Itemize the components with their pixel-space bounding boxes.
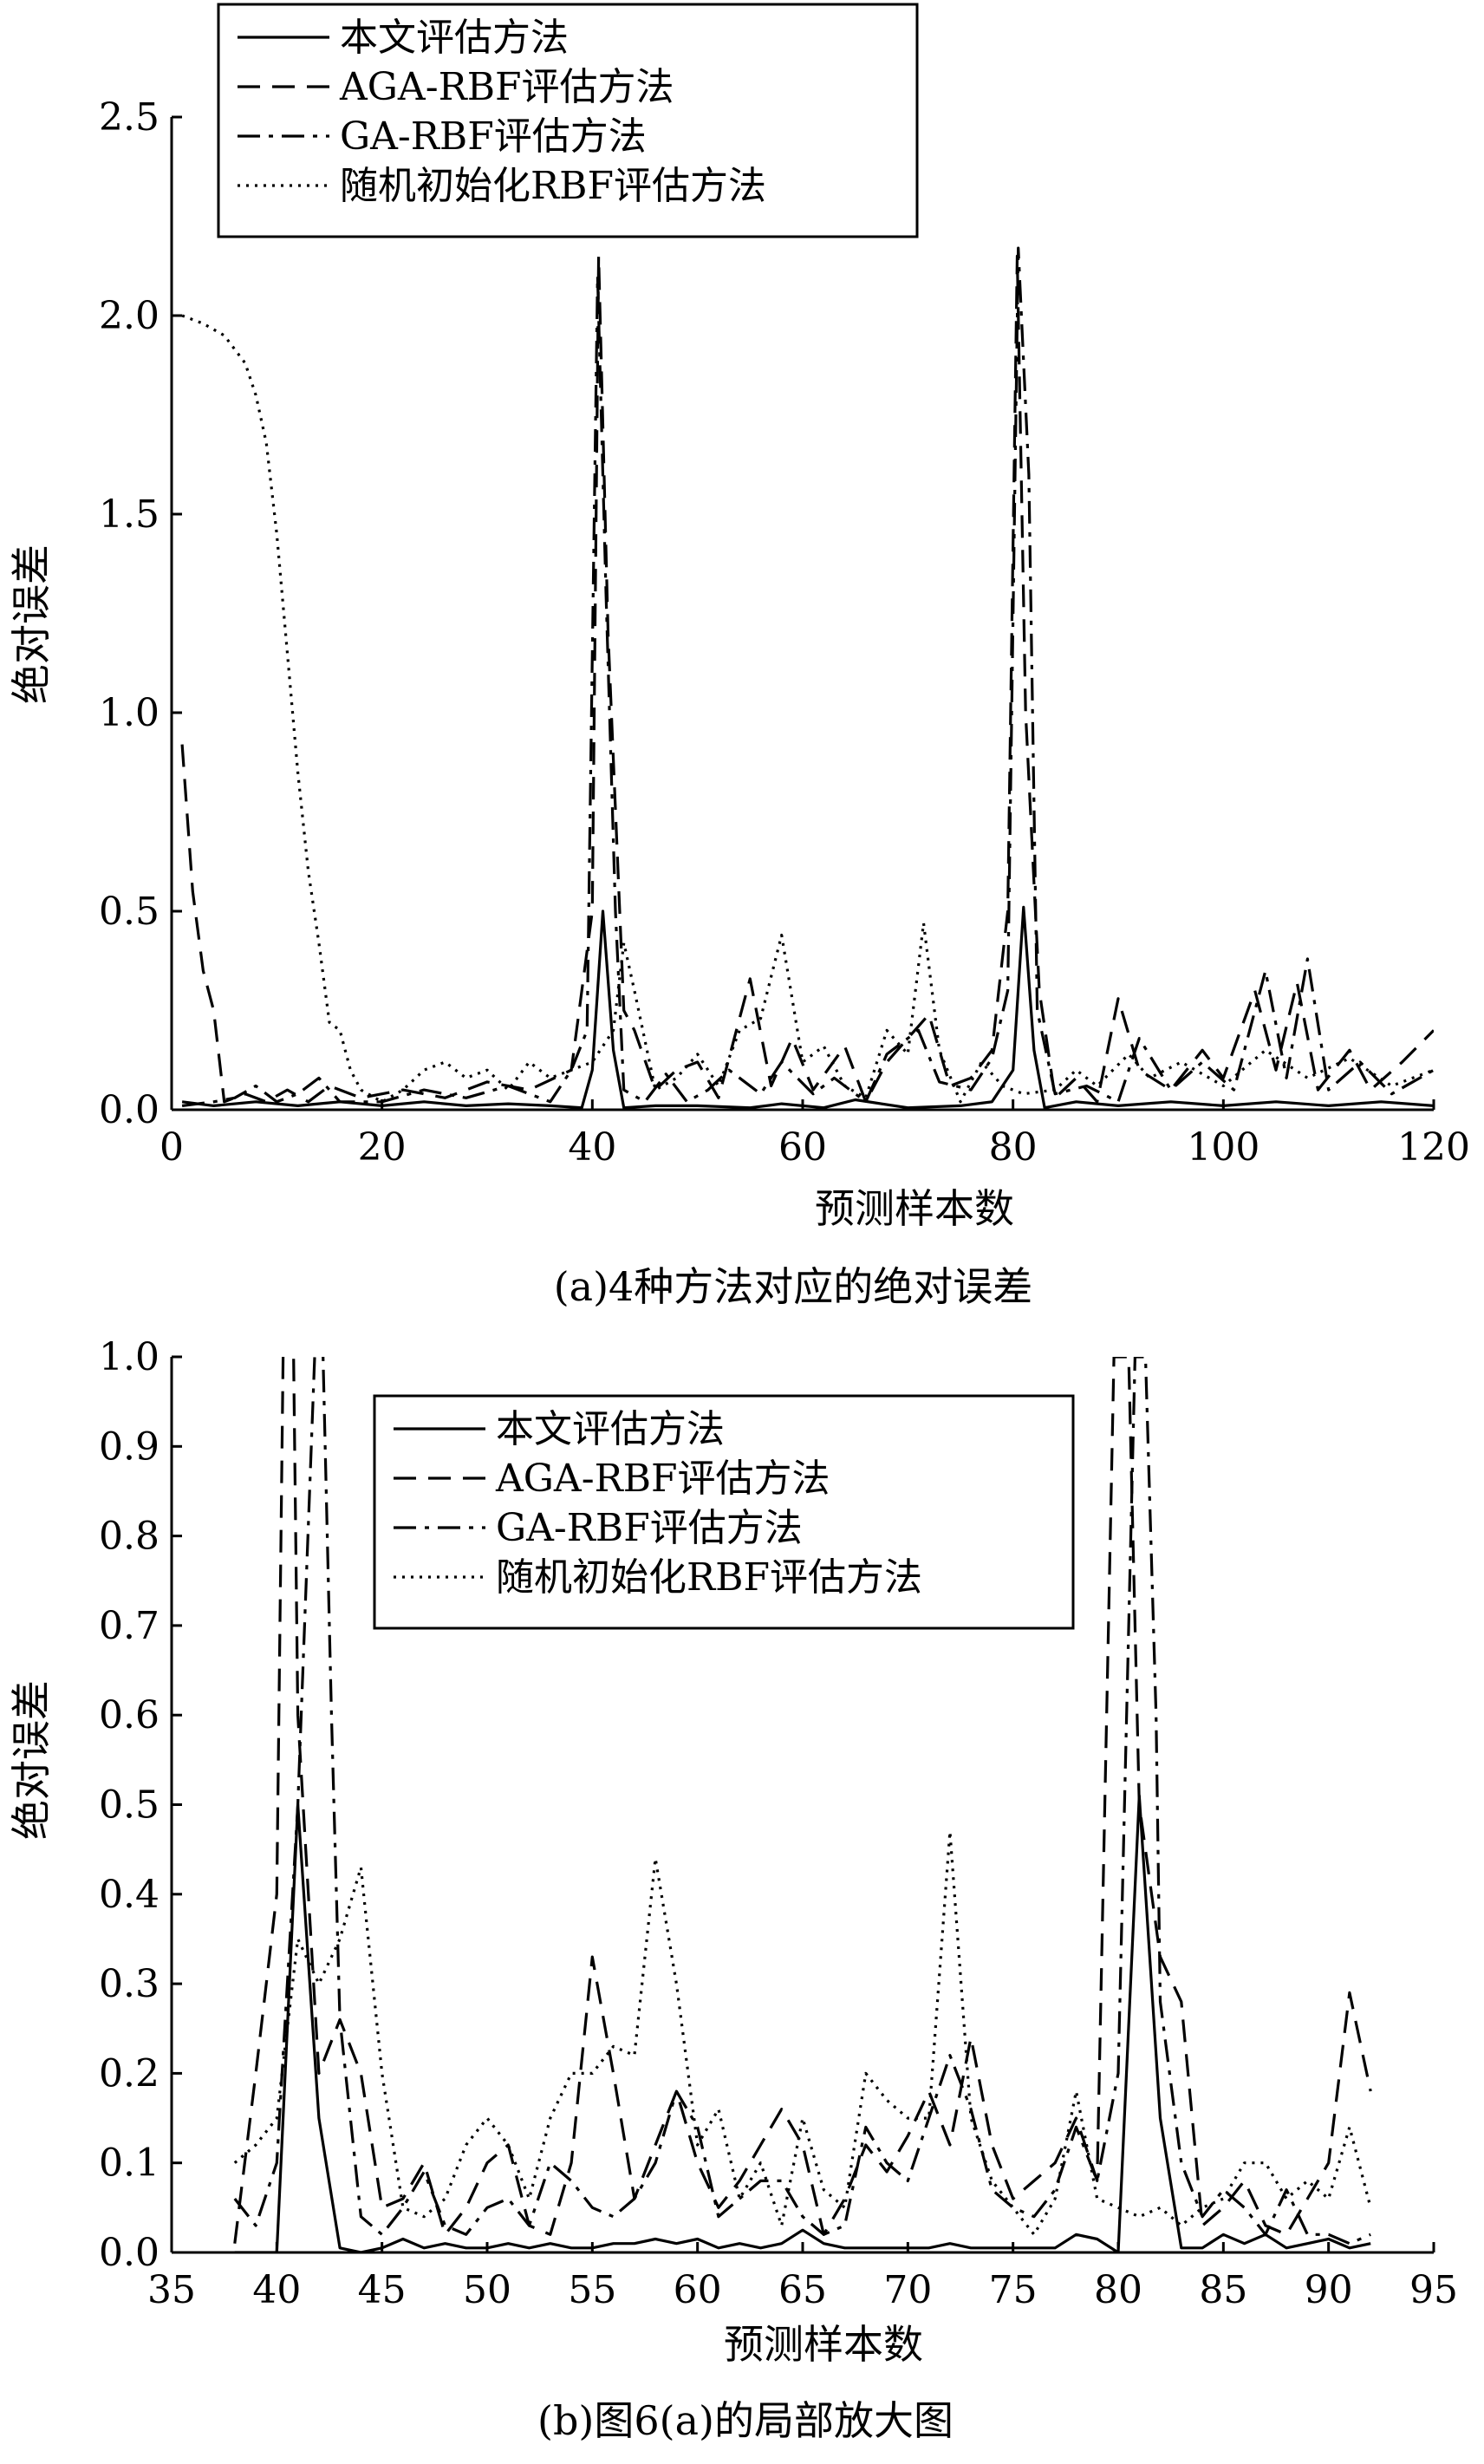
x-tick-label: 80 — [1094, 2268, 1142, 2312]
legend-label-2: AGA-RBF评估方法 — [495, 1457, 830, 1501]
caption-a: (a)4种方法对应的绝对误差 — [554, 1263, 1033, 1310]
x-tick-label: 100 — [1187, 1125, 1259, 1170]
series-line-3 — [233, 1357, 1371, 2246]
y-tick-label: 0.8 — [99, 1515, 159, 1559]
y-tick-label: 0.1 — [99, 2141, 159, 2186]
x-tick-label: 55 — [568, 2268, 616, 2312]
x-tick-label: 45 — [358, 2268, 407, 2312]
x-tick-label: 95 — [1409, 2268, 1458, 2312]
y-tick-label: 0.0 — [99, 1088, 159, 1132]
y-tick-label: 0.0 — [99, 2231, 159, 2275]
series-group — [233, 1357, 1372, 2252]
x-tick-label: 60 — [674, 2268, 722, 2312]
y-axis-title-b: 绝对误差 — [8, 1680, 55, 1840]
legend-box — [217, 3, 919, 238]
x-tick-label: 20 — [358, 1125, 407, 1170]
x-tick-label: 50 — [463, 2268, 511, 2312]
x-tick-label: 75 — [989, 2268, 1038, 2312]
y-axis-title-a: 绝对误差 — [8, 544, 55, 704]
legend-label-2: AGA-RBF评估方法 — [339, 65, 674, 109]
y-tick-label: 1.0 — [99, 691, 159, 735]
x-tick-label: 60 — [778, 1125, 827, 1170]
y-tick-label: 2.0 — [99, 294, 159, 338]
x-tick-label: 85 — [1199, 2268, 1247, 2312]
y-tick-label: 1.5 — [99, 492, 159, 537]
x-axis-title-a: 预测样本数 — [815, 1185, 1014, 1232]
y-tick-label: 0.3 — [99, 1962, 159, 2006]
legend-label-3: GA-RBF评估方法 — [496, 1506, 803, 1550]
series-line-1 — [234, 1794, 1371, 2252]
x-tick-label: 120 — [1397, 1125, 1470, 1170]
series-line-4 — [233, 1829, 1372, 2236]
x-tick-label: 0 — [159, 1125, 184, 1170]
caption-b: (b)图6(a)的局部放大图 — [537, 2397, 954, 2444]
y-tick-label: 0.4 — [99, 1873, 159, 1917]
chart-panel-b: 35 40 45 50 55 60 65 70 75 80 85 90 95 0.0 0.1 0.2 0.3 0.… — [8, 1335, 1458, 2444]
x-tick-label: 90 — [1305, 2268, 1353, 2312]
series-line-1 — [181, 905, 1434, 1110]
series-line-3 — [181, 246, 1434, 1107]
x-tick-label: 40 — [252, 2268, 301, 2312]
legend-label-1: 本文评估方法 — [496, 1407, 725, 1451]
y-tick-label: 2.5 — [99, 95, 159, 140]
series-line-2 — [233, 1357, 1372, 2244]
y-tick-label: 1.0 — [99, 1335, 159, 1379]
x-tick-label: 65 — [778, 2268, 827, 2312]
y-tick-label: 0.5 — [99, 890, 159, 934]
x-tick-label: 80 — [989, 1125, 1038, 1170]
series-group — [180, 246, 1434, 1110]
x-tick-label: 35 — [147, 2268, 196, 2312]
legend-label-4: 随机初始化RBF评估方法 — [496, 1555, 922, 1600]
y-tick-label: 0.6 — [99, 1693, 159, 1737]
chart-panel-a: 0 20 40 60 80 100 120 0.0 0.5 1.0 1.5 2.0 2.5 本文评估方法 A… — [8, 3, 1470, 1310]
series-line-2 — [180, 254, 1434, 1104]
plot-area-b: 35 40 45 50 55 60 65 70 75 80 85 90 95 0.0 0.1 0.2 0.3 0.… — [99, 1335, 1458, 2312]
legend-label-4: 随机初始化RBF评估方法 — [340, 164, 766, 208]
x-axis-title-b: 预测样本数 — [724, 2321, 923, 2368]
x-tick-label: 40 — [568, 1125, 616, 1170]
plot-area-a: 0 20 40 60 80 100 120 0.0 0.5 1.0 1.5 2.0 2.5 本文评估方法 A… — [99, 3, 1470, 1170]
x-tick-label: 70 — [883, 2268, 932, 2312]
legend-label-3: GA-RBF评估方法 — [340, 114, 647, 159]
y-tick-label: 0.2 — [99, 2051, 159, 2096]
y-tick-label: 0.5 — [99, 1783, 159, 1828]
legend-box — [373, 1394, 1075, 1630]
legend-label-1: 本文评估方法 — [340, 16, 569, 60]
y-tick-label: 0.7 — [99, 1604, 159, 1648]
series-line-4 — [181, 314, 1434, 1104]
y-tick-label: 0.9 — [99, 1424, 159, 1469]
